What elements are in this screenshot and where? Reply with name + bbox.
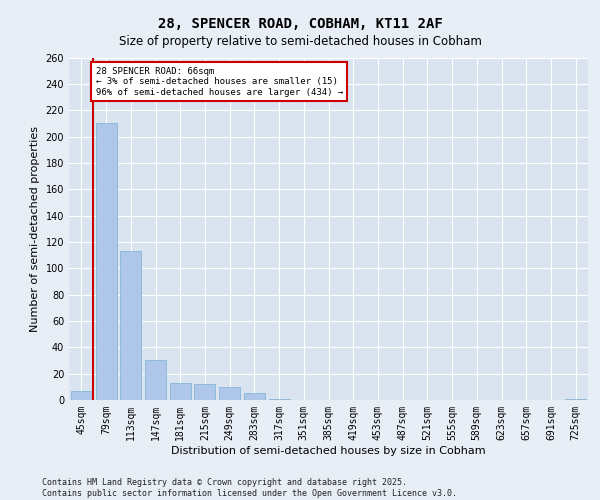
Bar (194, 384, 215, 400)
X-axis label: Distribution of semi-detached houses by size in Cobham: Distribution of semi-detached houses by … (171, 446, 486, 456)
Text: 28, SPENCER ROAD, COBHAM, KT11 2AF: 28, SPENCER ROAD, COBHAM, KT11 2AF (158, 18, 442, 32)
Y-axis label: Number of semi-detached properties: Number of semi-detached properties (30, 126, 40, 332)
Bar (71, 391, 92, 400)
Text: Size of property relative to semi-detached houses in Cobham: Size of property relative to semi-detach… (119, 35, 481, 48)
Bar (95, 124, 116, 400)
Bar (269, 398, 290, 400)
Bar (565, 398, 586, 400)
Text: 28 SPENCER ROAD: 66sqm
← 3% of semi-detached houses are smaller (15)
96% of semi: 28 SPENCER ROAD: 66sqm ← 3% of semi-deta… (95, 66, 343, 96)
Bar (244, 394, 265, 400)
Bar (120, 251, 141, 400)
Bar (145, 360, 166, 400)
Bar (219, 387, 240, 400)
Bar (170, 383, 191, 400)
Text: Contains HM Land Registry data © Crown copyright and database right 2025.
Contai: Contains HM Land Registry data © Crown c… (42, 478, 457, 498)
